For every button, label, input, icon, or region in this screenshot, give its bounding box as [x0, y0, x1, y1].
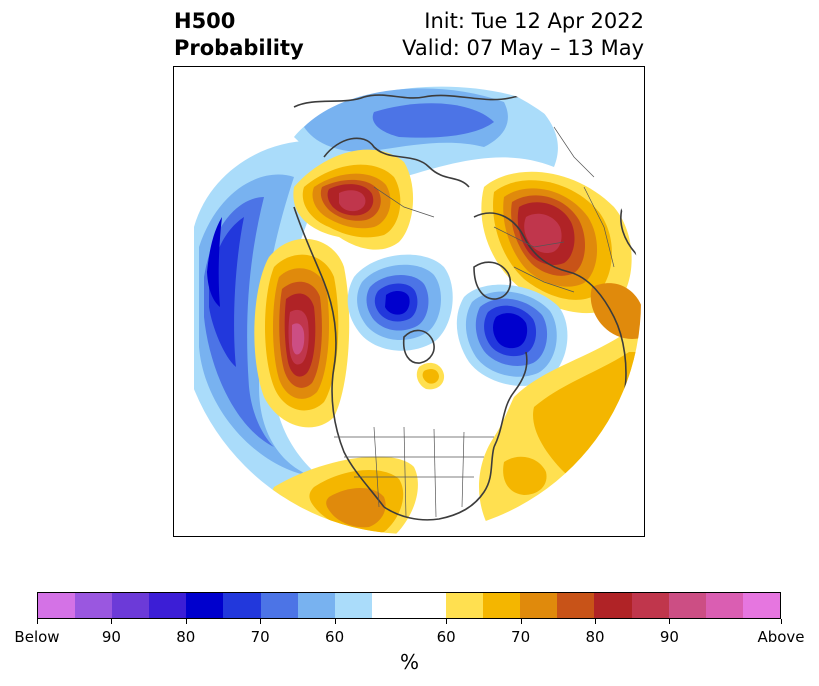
- above-region-sw-70: [326, 488, 386, 528]
- title-field: H500: [174, 9, 236, 33]
- init-date: Init: Tue 12 Apr 2022: [424, 9, 644, 33]
- above-region-europe-85: [524, 213, 562, 254]
- colorbar-segment: [594, 593, 632, 618]
- title-right: Init: Tue 12 Apr 2022 Valid: 07 May – 13…: [402, 8, 644, 62]
- colorbar-tick-mark: [595, 619, 596, 624]
- colorbar-tick-label: 90: [659, 628, 679, 646]
- above-region-siberia-85: [339, 190, 366, 212]
- title-type: Probability: [174, 36, 304, 60]
- above-region-atlantic-70: [590, 283, 641, 339]
- colorbar-segment: [149, 593, 187, 618]
- colorbar-segment: [742, 593, 780, 618]
- colorbar-tick-label: 60: [325, 628, 345, 646]
- colorbar-tick-mark: [334, 619, 336, 624]
- colorbar-segment: [75, 593, 113, 618]
- colorbar-tick-mark: [446, 619, 448, 624]
- colorbar-tick-label: Below: [14, 628, 60, 646]
- colorbar-tick-mark: [37, 619, 38, 624]
- colorbar-tick-label: 80: [176, 628, 196, 646]
- colorbar-segment: [297, 593, 335, 618]
- colorbar-segment: [668, 593, 706, 618]
- colorbar-tick-mark: [781, 619, 782, 624]
- colorbar-tick-mark: [669, 619, 671, 624]
- colorbar-tick-mark: [111, 619, 113, 624]
- colorbar-tick-label: 90: [101, 628, 121, 646]
- colorbar-segment: [260, 593, 298, 618]
- anomaly-fields: [194, 86, 641, 534]
- colorbar-segment: [223, 593, 261, 618]
- colorbar-tick-mark: [185, 619, 187, 624]
- colorbar-label: %: [399, 650, 419, 674]
- colorbar-segment: [334, 593, 372, 618]
- colorbar-segment: [557, 593, 595, 618]
- below-region-north-80: [372, 103, 494, 138]
- above-region-atlantic-65b: [503, 456, 547, 495]
- colorbar-tick-label: Above: [757, 628, 805, 646]
- title-left: H500 Probability: [174, 8, 304, 62]
- colorbar-tick-label: 80: [585, 628, 605, 646]
- below-region-arctic-90: [385, 291, 410, 315]
- probability-map: [177, 70, 641, 534]
- colorbar-tick-label: 70: [250, 628, 270, 646]
- colorbar-segment: [483, 593, 521, 618]
- above-region-west-90: [292, 323, 305, 355]
- below-region-greenland-90: [493, 313, 528, 349]
- colorbar-tick-label: 70: [511, 628, 531, 646]
- above-region-hudson-65: [422, 368, 439, 384]
- colorbar-segment: [112, 593, 150, 618]
- colorbar-tick-mark: [520, 619, 522, 624]
- valid-range: Valid: 07 May – 13 May: [402, 36, 644, 60]
- colorbar-segment: [705, 593, 743, 618]
- colorbar-segment: [520, 593, 558, 618]
- colorbar-segment: [631, 593, 669, 618]
- colorbar-segment: [186, 593, 224, 618]
- colorbar-tick-label: 60: [436, 628, 456, 646]
- colorbar-segment: [38, 593, 76, 618]
- colorbar-tick-mark: [260, 619, 262, 624]
- colorbar: [37, 592, 781, 619]
- map-panel: [173, 66, 645, 537]
- below-region-pacific-90: [207, 217, 222, 307]
- political-borders: [334, 126, 615, 518]
- colorbar-segment: [371, 593, 447, 618]
- colorbar-segment: [446, 593, 484, 618]
